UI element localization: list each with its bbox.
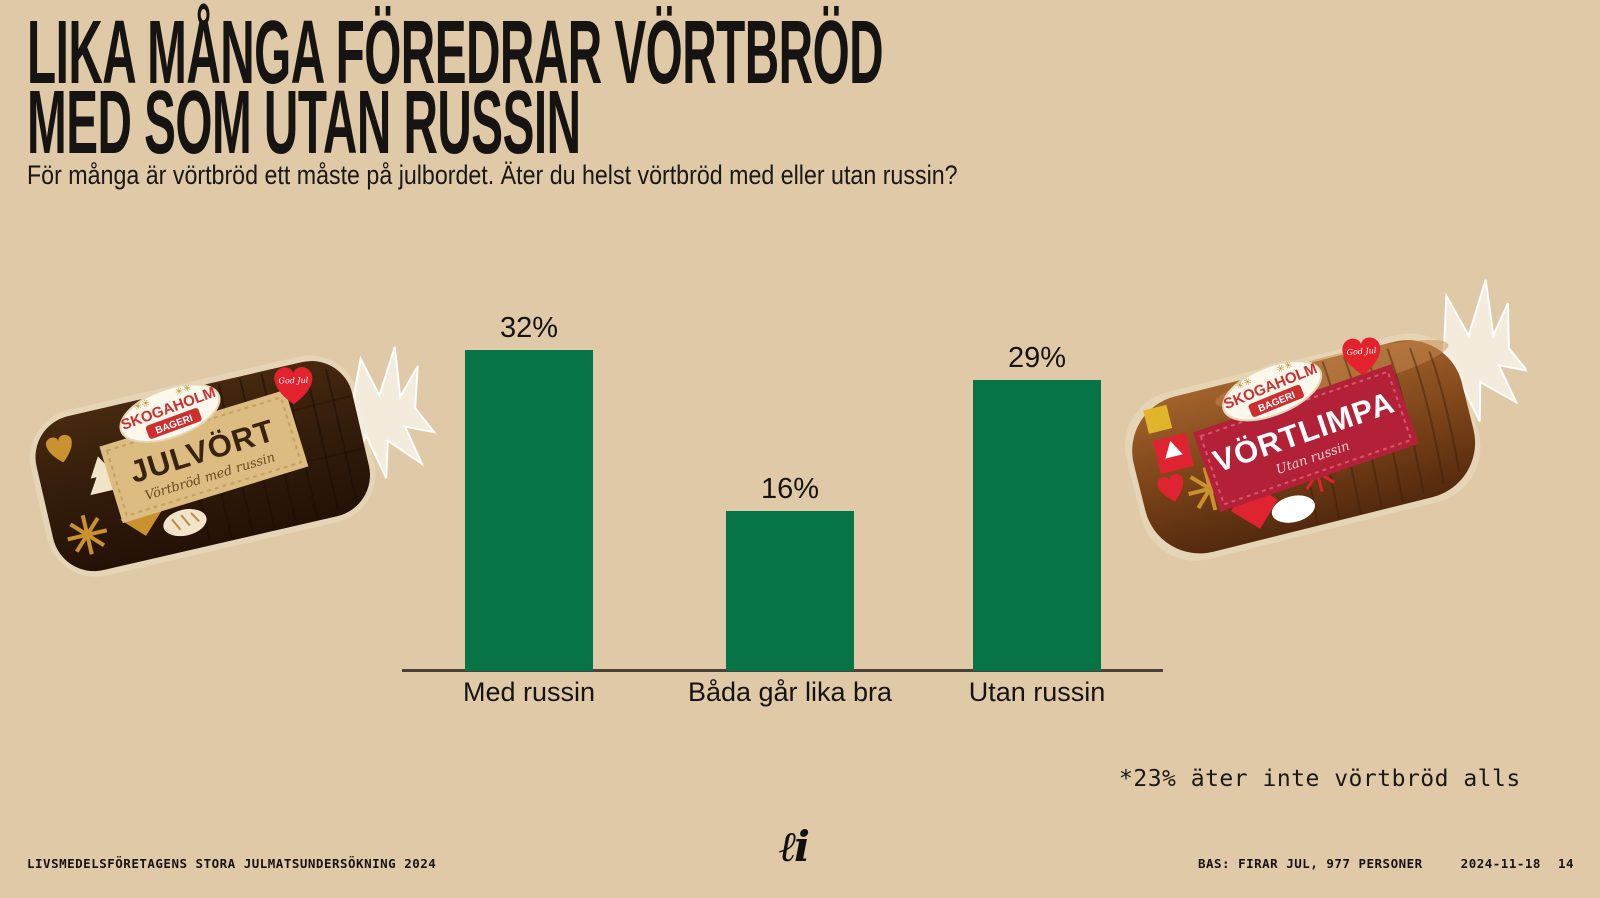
page-title-line2: MED SOM UTAN RUSSIN	[27, 73, 581, 173]
footer-base: BAS: FIRAR JUL, 977 PERSONER	[1197, 856, 1423, 871]
heart-sticker-icon: God Jul	[274, 367, 313, 405]
bar-value-label: 16%	[760, 473, 820, 505]
brand-logo: SKOGAHOLM BAGERI ✳✳ ✳✳	[1221, 360, 1323, 422]
bar-3	[973, 380, 1101, 671]
bar-category-label: Båda går lika bra	[687, 677, 893, 707]
footer-source: LIVSMEDELSFÖRETAGENS STORA JULMATSUNDERS…	[27, 856, 437, 871]
product-photo-julvort: JULVÖRT Vörtbröd med russin SKOGAHOLM BA…	[10, 295, 455, 605]
heart-sticker-icon: God Jul	[1342, 337, 1381, 375]
page-title-line1: LIKA MÅNGA FÖREDRAR VÖRTBRÖD	[27, 3, 884, 103]
footer-meta: BAS: FIRAR JUL, 977 PERSONER 2024-11-18 …	[1198, 856, 1574, 871]
footer-page-number: 14	[1557, 856, 1574, 871]
bar-category-label: Med russin	[462, 677, 596, 707]
sticker-text: God Jul	[1346, 346, 1377, 357]
svg-text:✳✳: ✳✳	[132, 398, 152, 414]
footnote: *23% äter inte vörtbröd alls	[1119, 766, 1521, 792]
svg-text:✳✳: ✳✳	[174, 383, 194, 399]
footer-date: 2024-11-18	[1460, 856, 1541, 871]
page-subtitle: För många är vörtbröd ett måste på julbo…	[27, 160, 958, 190]
bar-2	[726, 511, 854, 671]
bar-value-label: 32%	[499, 312, 559, 344]
bar-value-label: 29%	[1007, 342, 1067, 374]
livsmedelsforetagen-logo-icon: ℓi	[779, 822, 810, 871]
product-photo-vortlimpa: VÖRTLIMPA Utan russin SKOGAHOLM BAGERI ✳…	[1100, 256, 1557, 593]
sticker-text: God Jul	[278, 376, 308, 386]
bar-category-label: Utan russin	[968, 677, 1106, 707]
bar-1	[465, 350, 593, 671]
